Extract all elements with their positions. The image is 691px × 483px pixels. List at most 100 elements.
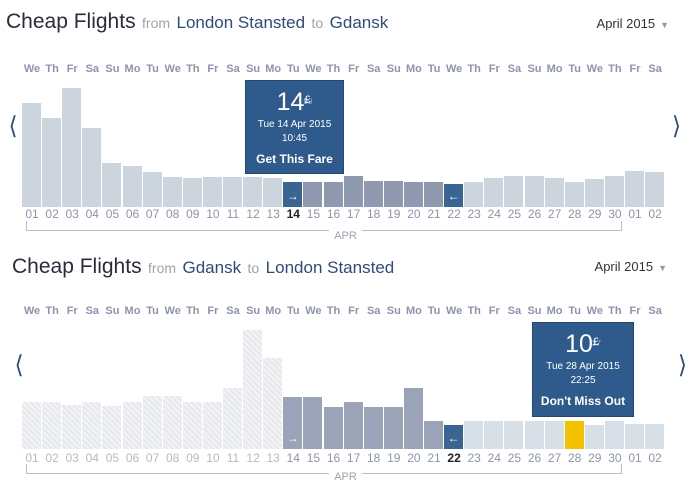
fare-bar[interactable]: [323, 182, 343, 207]
fare-bar[interactable]: [162, 177, 182, 207]
fare-bar[interactable]: [625, 424, 644, 449]
fare-bar[interactable]: [42, 118, 62, 207]
fare-bar[interactable]: [82, 402, 102, 449]
fare-bar[interactable]: [102, 406, 122, 449]
weekday-label: Fr: [66, 305, 78, 317]
fare-bar[interactable]: [323, 407, 343, 449]
fare-bar[interactable]: [645, 172, 665, 207]
fare-bar[interactable]: [604, 176, 624, 207]
fare-bar[interactable]: [564, 421, 584, 449]
month-dropdown[interactable]: April 2015 ▼: [595, 259, 667, 274]
fare-bar[interactable]: ←: [444, 425, 464, 449]
month-dropdown-label: April 2015: [594, 259, 654, 274]
fare-bar[interactable]: →: [283, 397, 303, 449]
fare-bar[interactable]: [524, 176, 544, 207]
fare-bar[interactable]: [263, 178, 283, 207]
chevron-right-icon[interactable]: ❭: [670, 112, 682, 137]
fare-bar[interactable]: [343, 402, 363, 449]
fare-bar[interactable]: [22, 402, 41, 449]
weekday-label: Fr: [348, 63, 360, 75]
fare-bar[interactable]: [363, 407, 383, 449]
fare-bar[interactable]: [343, 176, 363, 207]
weekday-label: Sa: [226, 63, 240, 75]
date-label: 12: [246, 451, 260, 465]
fare-bar[interactable]: [303, 397, 323, 449]
fare-bar[interactable]: [484, 178, 504, 207]
fare-bar[interactable]: [625, 171, 644, 207]
weekday-label: Th: [45, 305, 59, 317]
fare-bar[interactable]: [263, 358, 283, 449]
fare-bar[interactable]: [544, 178, 564, 207]
weekday-label: Mo: [546, 305, 563, 317]
chevron-left-icon[interactable]: ❬: [13, 351, 25, 376]
fare-bar[interactable]: [42, 402, 62, 449]
fare-bar[interactable]: ←: [444, 184, 464, 207]
price-major: 10: [565, 330, 593, 358]
weekday-label: Tu: [286, 63, 300, 75]
weekday-label: Mo: [265, 63, 282, 75]
fare-bar[interactable]: [403, 388, 423, 449]
fare-bar[interactable]: [303, 182, 323, 207]
fare-bar[interactable]: [202, 177, 222, 207]
date-label: 13: [266, 451, 280, 465]
fare-bar[interactable]: [243, 177, 263, 207]
fare-bar[interactable]: [383, 181, 403, 207]
chevron-right-icon[interactable]: ❭: [676, 351, 688, 376]
fare-bar[interactable]: →: [283, 182, 303, 207]
destination-airport: London Stansted: [265, 258, 395, 277]
fare-bar[interactable]: [524, 421, 544, 449]
fare-bar[interactable]: [182, 402, 202, 449]
fare-bar[interactable]: [564, 182, 584, 207]
fare-bar[interactable]: [464, 421, 484, 449]
fare-bar[interactable]: [604, 421, 624, 449]
fare-bar[interactable]: [584, 425, 604, 449]
fare-bar[interactable]: [223, 388, 242, 449]
fare-bar[interactable]: [122, 402, 142, 449]
date-label: 05: [105, 207, 120, 221]
fare-bar[interactable]: [484, 421, 504, 449]
month-axis-text: APR: [329, 471, 362, 483]
fare-bar[interactable]: [202, 402, 222, 449]
fare-bar[interactable]: [142, 396, 162, 449]
fare-bar[interactable]: [122, 166, 142, 207]
caret-down-icon: ▼: [660, 20, 669, 30]
fare-bar[interactable]: [223, 177, 242, 207]
fare-bar[interactable]: [504, 421, 524, 449]
fare-bar[interactable]: [162, 396, 182, 449]
fare-bar[interactable]: [142, 172, 162, 207]
get-fare-button[interactable]: Get This Fare: [256, 152, 333, 166]
month-dropdown[interactable]: April 2015 ▼: [597, 16, 669, 31]
fare-bar[interactable]: [22, 103, 41, 207]
weekday-label: Th: [326, 305, 341, 317]
weekday-label: We: [23, 63, 41, 75]
fare-bar[interactable]: [102, 163, 122, 207]
weekday-label: Th: [467, 63, 481, 75]
fare-time: 22:25: [570, 375, 596, 386]
fare-bar[interactable]: [504, 176, 524, 207]
fare-bar[interactable]: [424, 182, 443, 207]
date-label: 22: [447, 207, 461, 221]
fare-bar[interactable]: [62, 405, 82, 449]
weekday-label: We: [445, 305, 463, 317]
fare-bar[interactable]: [424, 421, 443, 449]
fare-bar[interactable]: [544, 421, 564, 449]
dont-miss-out-button[interactable]: Don't Miss Out: [540, 394, 626, 408]
date-label: 17: [346, 451, 361, 465]
fare-bar[interactable]: [645, 424, 665, 449]
fare-bar[interactable]: [464, 182, 484, 207]
fare-bar[interactable]: [62, 88, 82, 207]
fare-bar[interactable]: [584, 179, 604, 207]
currency-symbol: £: [304, 94, 311, 106]
fare-bar[interactable]: [403, 182, 423, 207]
fare-bar[interactable]: [182, 178, 202, 207]
weekday-label: Su: [105, 305, 120, 317]
date-label: 25: [507, 451, 522, 465]
fare-bar[interactable]: [82, 128, 102, 207]
weekday-label: Su: [386, 63, 401, 75]
chevron-left-icon[interactable]: ❬: [7, 112, 19, 137]
fare-bar[interactable]: [363, 181, 383, 207]
fare-tooltip: 14£99 Tue 14 Apr 2015 10:45 Get This Far…: [245, 80, 344, 174]
fare-bar[interactable]: [243, 330, 263, 449]
fare-bar[interactable]: [383, 407, 403, 449]
weekday-label: Mo: [124, 305, 141, 317]
